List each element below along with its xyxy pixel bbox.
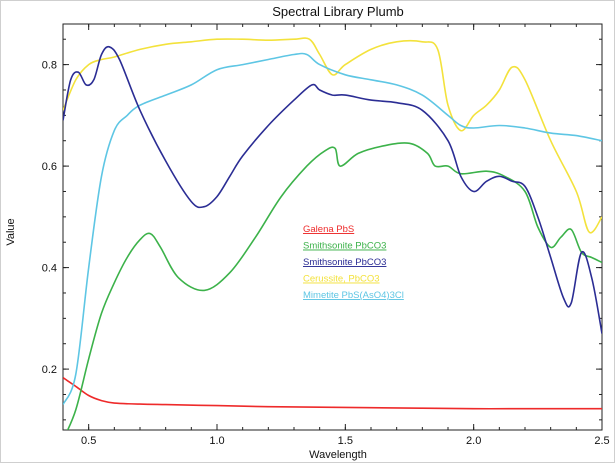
series-line-mimetite bbox=[63, 52, 602, 405]
x-tick-label: 2.5 bbox=[594, 435, 609, 447]
series-line-galena bbox=[63, 377, 602, 410]
y-tick-label: 0.2 bbox=[42, 364, 57, 376]
chart-title: Spectral Library Plumb bbox=[272, 4, 404, 19]
x-tick-label: 1.0 bbox=[209, 435, 224, 447]
series-line-smithsonite-green bbox=[66, 142, 602, 430]
x-axis-label: Wavelength bbox=[309, 449, 367, 461]
x-tick-label: 2.0 bbox=[466, 435, 481, 447]
legend-item-cerussite: Cerussite, PbCO3 bbox=[303, 274, 380, 285]
series-line-smithsonite-blue bbox=[63, 45, 602, 334]
y-tick-label: 0.6 bbox=[42, 161, 57, 173]
plot-area bbox=[62, 23, 603, 431]
y-tick-label: 0.8 bbox=[42, 60, 57, 72]
x-tick-label: 0.5 bbox=[81, 435, 96, 447]
legend-item-smithsonite-blue: Smithsonite PbCO3 bbox=[303, 257, 386, 268]
legend-item-mimetite: Mimetite PbS(AsO4)3Cl bbox=[303, 290, 404, 301]
y-axis-label: Value bbox=[5, 218, 17, 245]
x-tick-label: 1.5 bbox=[338, 435, 353, 447]
series-line-cerussite bbox=[63, 37, 602, 234]
legend-item-galena: Galena PbS bbox=[303, 224, 354, 235]
legend-item-smithsonite-green: Smithsonite PbCO3 bbox=[303, 241, 386, 252]
y-tick-label: 0.4 bbox=[42, 263, 57, 275]
